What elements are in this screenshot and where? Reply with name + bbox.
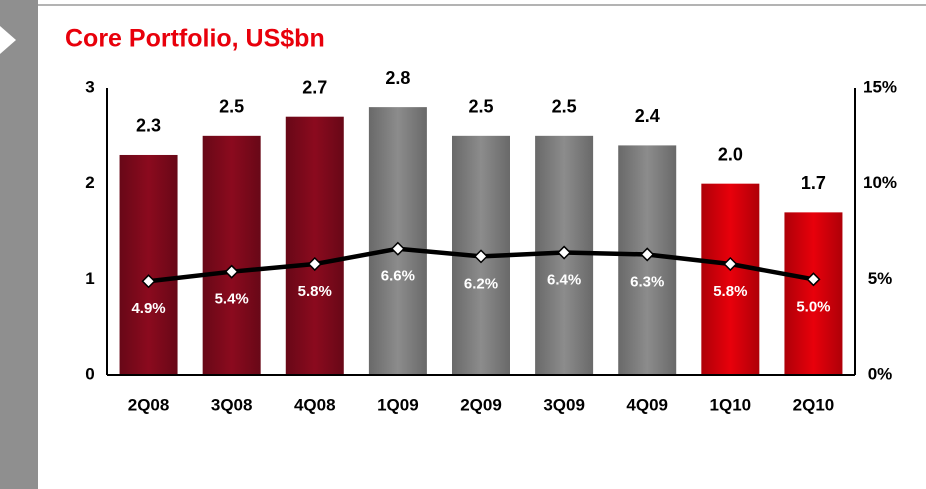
bar-value-label: 2.5 (552, 97, 577, 117)
y2-tick-label: 5% (868, 269, 893, 288)
line-value-label: 6.4% (547, 272, 581, 289)
bar (784, 212, 843, 375)
y2-tick-label: 10% (863, 173, 897, 192)
bar-value-label: 2.3 (136, 116, 161, 136)
x-tick-label: 2Q08 (128, 395, 170, 414)
line-marker (806, 272, 821, 287)
line-value-label: 4.9% (131, 300, 165, 317)
line-value-label: 5.4% (215, 291, 249, 308)
y-tick-label: 0 (85, 364, 94, 383)
bar-value-label: 2.7 (302, 77, 327, 97)
line-marker (557, 245, 572, 260)
y-tick-label: 1 (85, 269, 94, 288)
bar-value-label: 2.5 (219, 97, 244, 117)
x-tick-label: 2Q09 (460, 395, 502, 414)
bar (285, 116, 344, 375)
x-tick-label: 4Q09 (626, 395, 668, 414)
y-tick-label: 3 (85, 77, 94, 96)
x-tick-label: 3Q09 (543, 395, 585, 414)
bar-value-label: 2.0 (718, 144, 743, 164)
line-marker (307, 256, 322, 272)
line-marker (141, 274, 156, 289)
bar-value-label: 2.8 (385, 68, 410, 88)
side-strip (0, 0, 38, 489)
x-tick-label: 4Q08 (294, 395, 336, 414)
bar (202, 135, 261, 375)
line-marker (640, 247, 655, 262)
bar-value-label: 2.4 (635, 106, 660, 126)
line-value-label: 5.8% (713, 283, 747, 300)
y-tick-label: 2 (85, 173, 94, 192)
y2-tick-label: 15% (863, 77, 897, 96)
side-arrow (0, 26, 16, 54)
bar (701, 183, 760, 375)
bar (368, 107, 427, 375)
line-marker (224, 264, 239, 279)
bar-value-label: 1.7 (801, 173, 826, 193)
chart-title: Core Portfolio, US$bn (65, 25, 325, 53)
x-tick-label: 3Q08 (211, 395, 253, 414)
line-value-label: 6.3% (630, 273, 664, 290)
line-value-label: 5.8% (298, 283, 332, 300)
x-tick-label: 2Q10 (793, 395, 835, 414)
x-tick-label: 1Q10 (710, 395, 752, 414)
line-marker (390, 241, 405, 256)
line-value-label: 5.0% (796, 298, 830, 315)
y2-tick-label: 0% (868, 364, 893, 383)
line-marker (723, 256, 738, 272)
line-value-label: 6.6% (381, 268, 415, 285)
line-marker (473, 249, 489, 264)
bar (119, 154, 178, 375)
line-value-label: 6.2% (464, 275, 498, 292)
bar-value-label: 2.5 (468, 97, 493, 117)
x-tick-label: 1Q09 (377, 395, 419, 414)
